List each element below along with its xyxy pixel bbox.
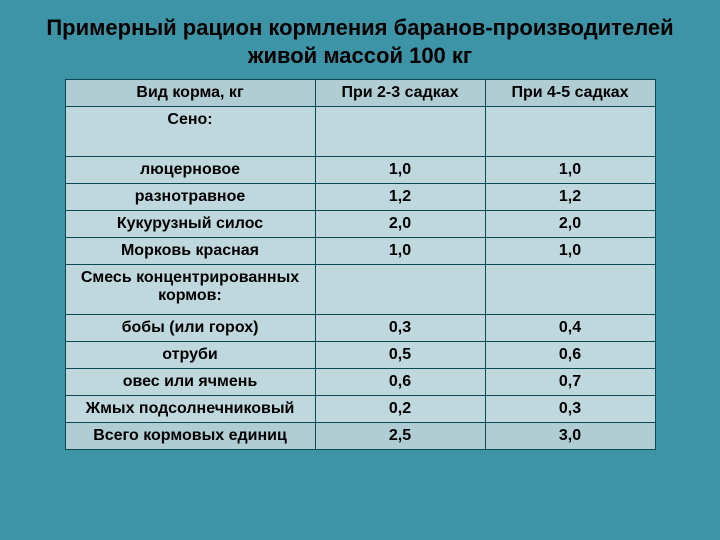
feed-name-cell: разнотравное (65, 184, 315, 211)
table-row: отруби0,50,6 (65, 342, 655, 369)
feed-name-cell: бобы (или горох) (65, 315, 315, 342)
value-c2 (485, 107, 655, 157)
table-row: овес или ячмень0,60,7 (65, 369, 655, 396)
table-row: люцерновое1,01,0 (65, 157, 655, 184)
value-c2 (485, 265, 655, 315)
value-c2: 1,0 (485, 157, 655, 184)
value-c2: 1,0 (485, 238, 655, 265)
total-c2: 3,0 (485, 423, 655, 450)
table-row: Кукурузный силос2,02,0 (65, 211, 655, 238)
value-c1: 1,0 (315, 238, 485, 265)
value-c2: 0,6 (485, 342, 655, 369)
value-c2: 0,3 (485, 396, 655, 423)
value-c1 (315, 107, 485, 157)
table-row: Жмых подсолнечниковый0,20,3 (65, 396, 655, 423)
value-c1: 1,2 (315, 184, 485, 211)
feed-name-cell: отруби (65, 342, 315, 369)
col-header-c2: При 4-5 садках (485, 80, 655, 107)
ration-table: Вид корма, кг При 2-3 садках При 4-5 сад… (65, 79, 656, 450)
feed-name-cell: Кукурузный силос (65, 211, 315, 238)
table-row: Сено: (65, 107, 655, 157)
slide-title: Примерный рацион кормления баранов-произ… (0, 14, 720, 69)
table-row: Смесь концентрированных кормов: (65, 265, 655, 315)
table-row: разнотравное1,21,2 (65, 184, 655, 211)
col-header-feed: Вид корма, кг (65, 80, 315, 107)
table-total-row: Всего кормовых единиц 2,5 3,0 (65, 423, 655, 450)
slide: Примерный рацион кормления баранов-произ… (0, 0, 720, 540)
table-body: Сено:люцерновое1,01,0разнотравное1,21,2К… (65, 107, 655, 423)
feed-name-cell: Жмых подсолнечниковый (65, 396, 315, 423)
col-header-c1: При 2-3 садках (315, 80, 485, 107)
feed-name-cell: Смесь концентрированных кормов: (65, 265, 315, 315)
total-c1: 2,5 (315, 423, 485, 450)
table-row: Морковь красная1,01,0 (65, 238, 655, 265)
total-label: Всего кормовых единиц (65, 423, 315, 450)
value-c1: 1,0 (315, 157, 485, 184)
value-c2: 0,7 (485, 369, 655, 396)
feed-name-cell: овес или ячмень (65, 369, 315, 396)
feed-name-cell: Морковь красная (65, 238, 315, 265)
value-c2: 0,4 (485, 315, 655, 342)
value-c2: 2,0 (485, 211, 655, 238)
table-row: бобы (или горох)0,30,4 (65, 315, 655, 342)
value-c2: 1,2 (485, 184, 655, 211)
value-c1: 0,3 (315, 315, 485, 342)
value-c1: 0,6 (315, 369, 485, 396)
value-c1: 2,0 (315, 211, 485, 238)
value-c1 (315, 265, 485, 315)
feed-name-cell: Сено: (65, 107, 315, 157)
feed-name-cell: люцерновое (65, 157, 315, 184)
value-c1: 0,5 (315, 342, 485, 369)
value-c1: 0,2 (315, 396, 485, 423)
table-header-row: Вид корма, кг При 2-3 садках При 4-5 сад… (65, 80, 655, 107)
